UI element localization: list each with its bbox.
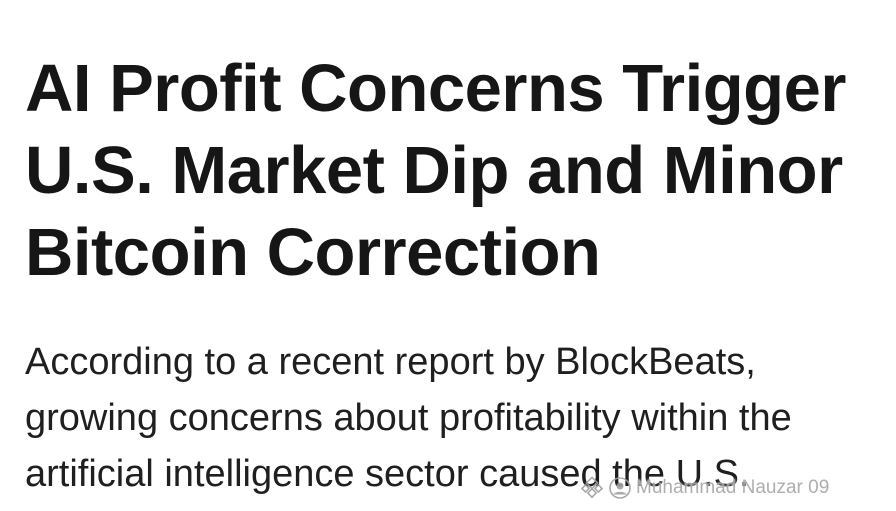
article-body: According to a recent report by BlockBea… bbox=[25, 334, 895, 502]
body-line: artificial intelligence sector caused th… bbox=[25, 453, 750, 495]
headline-line: AI Profit Concerns Trigger bbox=[25, 51, 846, 126]
binance-square-icon bbox=[580, 476, 604, 500]
author-avatar-icon bbox=[608, 476, 632, 500]
body-line: According to a recent report by BlockBea… bbox=[25, 341, 756, 383]
watermark-text: Muhammad Nauzar 09 bbox=[636, 477, 830, 498]
article-headline: AI Profit Concerns Trigger U.S. Market D… bbox=[25, 48, 895, 294]
headline-line: Bitcoin Correction bbox=[25, 215, 601, 290]
body-line: growing concerns about profitability wit… bbox=[25, 397, 792, 439]
author-watermark: Muhammad Nauzar 09 bbox=[580, 473, 829, 503]
headline-line: U.S. Market Dip and Minor bbox=[25, 133, 843, 208]
